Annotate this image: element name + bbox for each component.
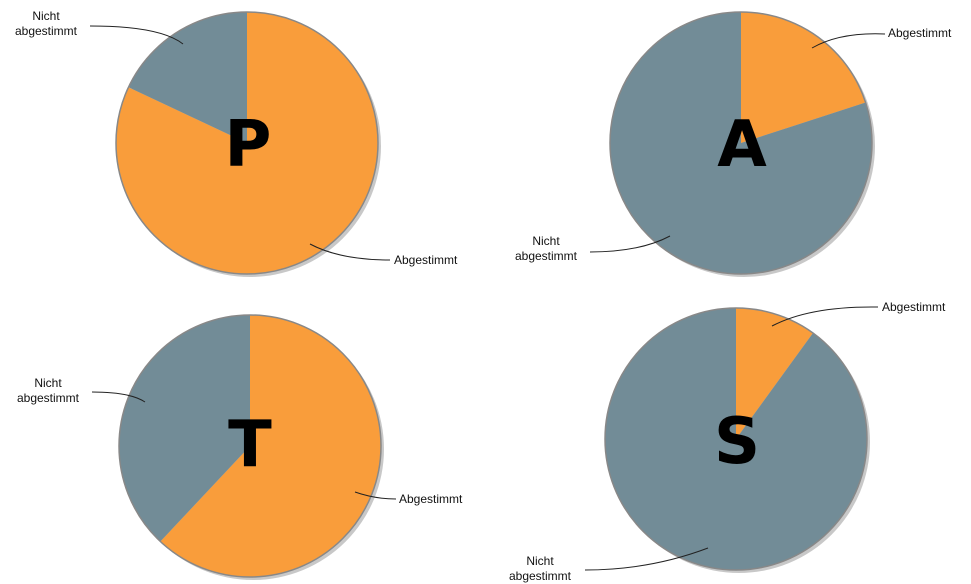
slice-label: Nicht abgestimmt [509,554,572,583]
pie-slice-nicht-abgestimmt [605,308,868,570]
pie-outline [609,11,873,275]
slice-label: Nicht abgestimmt [15,9,78,38]
leader-line [91,391,146,403]
leader-line [354,491,397,500]
pie-outline [604,307,868,571]
pie-slice-nicht-abgestimmt [609,12,872,275]
slice-label: Abgestimmt [882,300,946,314]
leader-line [89,25,184,45]
overlay-letter: A [717,108,767,182]
pie-outline [118,314,382,578]
slice-label: Abgestimmt [888,26,952,40]
pie-chart-2: Abgestimmt Nicht abgestimmt T [17,314,463,580]
leader-line [309,243,391,261]
pie-chart-1: Abgestimmt Nicht abgestimmt A [515,11,952,277]
pie-slice-abgestimmt [160,315,381,577]
leader-line [811,33,886,49]
slice-label: Abgestimmt [399,492,463,506]
overlay-letter: S [714,405,760,479]
slice-label: Nicht abgestimmt [17,376,80,405]
leader-line [771,306,879,327]
pie-chart-0: Abgestimmt Nicht abgestimmt P [15,9,458,277]
pie-slice-abgestimmt [741,12,866,143]
slice-label: Nicht abgestimmt [515,234,578,263]
overlay-letter: T [228,408,272,482]
leader-line [589,235,671,253]
pie-slice-nicht-abgestimmt [128,12,247,143]
overlay-letter: P [225,108,272,182]
pie-slice-nicht-abgestimmt [119,315,250,542]
slice-label: Abgestimmt [394,253,458,267]
pie-slice-abgestimmt [736,308,813,439]
leader-line [584,547,709,571]
pie-outline [115,11,379,275]
pie-chart-3: Abgestimmt Nicht abgestimmt S [509,300,946,583]
